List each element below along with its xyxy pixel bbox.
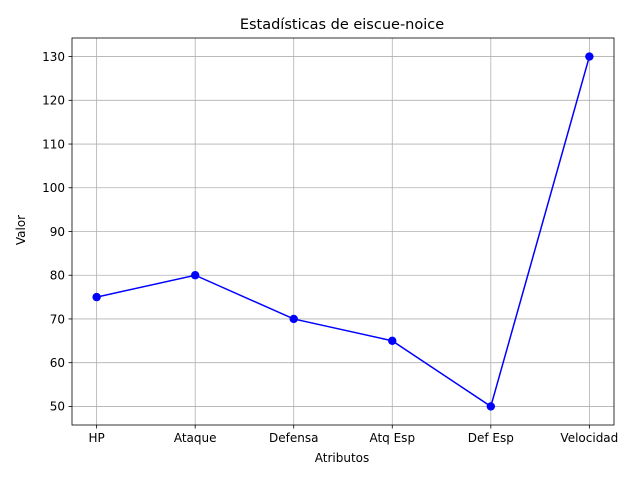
x-axis-ticks: HP Ataque Defensa Atq Esp Def Esp Velocidad [89,425,618,445]
x-tick-label: HP [89,431,105,445]
series-line [96,56,591,408]
grid-lines [72,38,614,425]
y-tick-label: 80 [50,269,65,283]
y-tick-label: 50 [50,400,65,414]
chart-title: Estadísticas de eiscue-noice [240,17,444,33]
data-point [585,52,594,61]
data-point [92,292,101,302]
data-point [388,336,397,346]
y-tick-label: 60 [50,356,65,370]
y-tick-label: 110 [42,137,65,151]
data-point [190,271,200,280]
x-tick-label: Def Esp [468,431,514,445]
data-series [92,52,594,411]
y-axis-ticks: 50 60 70 80 90 100 110 120 130 [42,50,72,414]
y-tick-label: 90 [50,225,65,239]
data-point [486,402,496,411]
data-point [289,314,298,324]
y-tick-label: 70 [50,312,65,326]
y-axis-label: Valor [14,215,28,245]
y-tick-label: 120 [42,94,65,108]
x-axis-label: Atributos [315,451,370,465]
y-tick-label: 100 [42,181,65,195]
x-tick-label: Velocidad [560,431,618,445]
x-tick-label: Defensa [269,431,318,445]
y-tick-label: 130 [42,50,65,64]
x-tick-label: Ataque [174,431,217,445]
x-tick-label: Atq Esp [369,431,415,445]
